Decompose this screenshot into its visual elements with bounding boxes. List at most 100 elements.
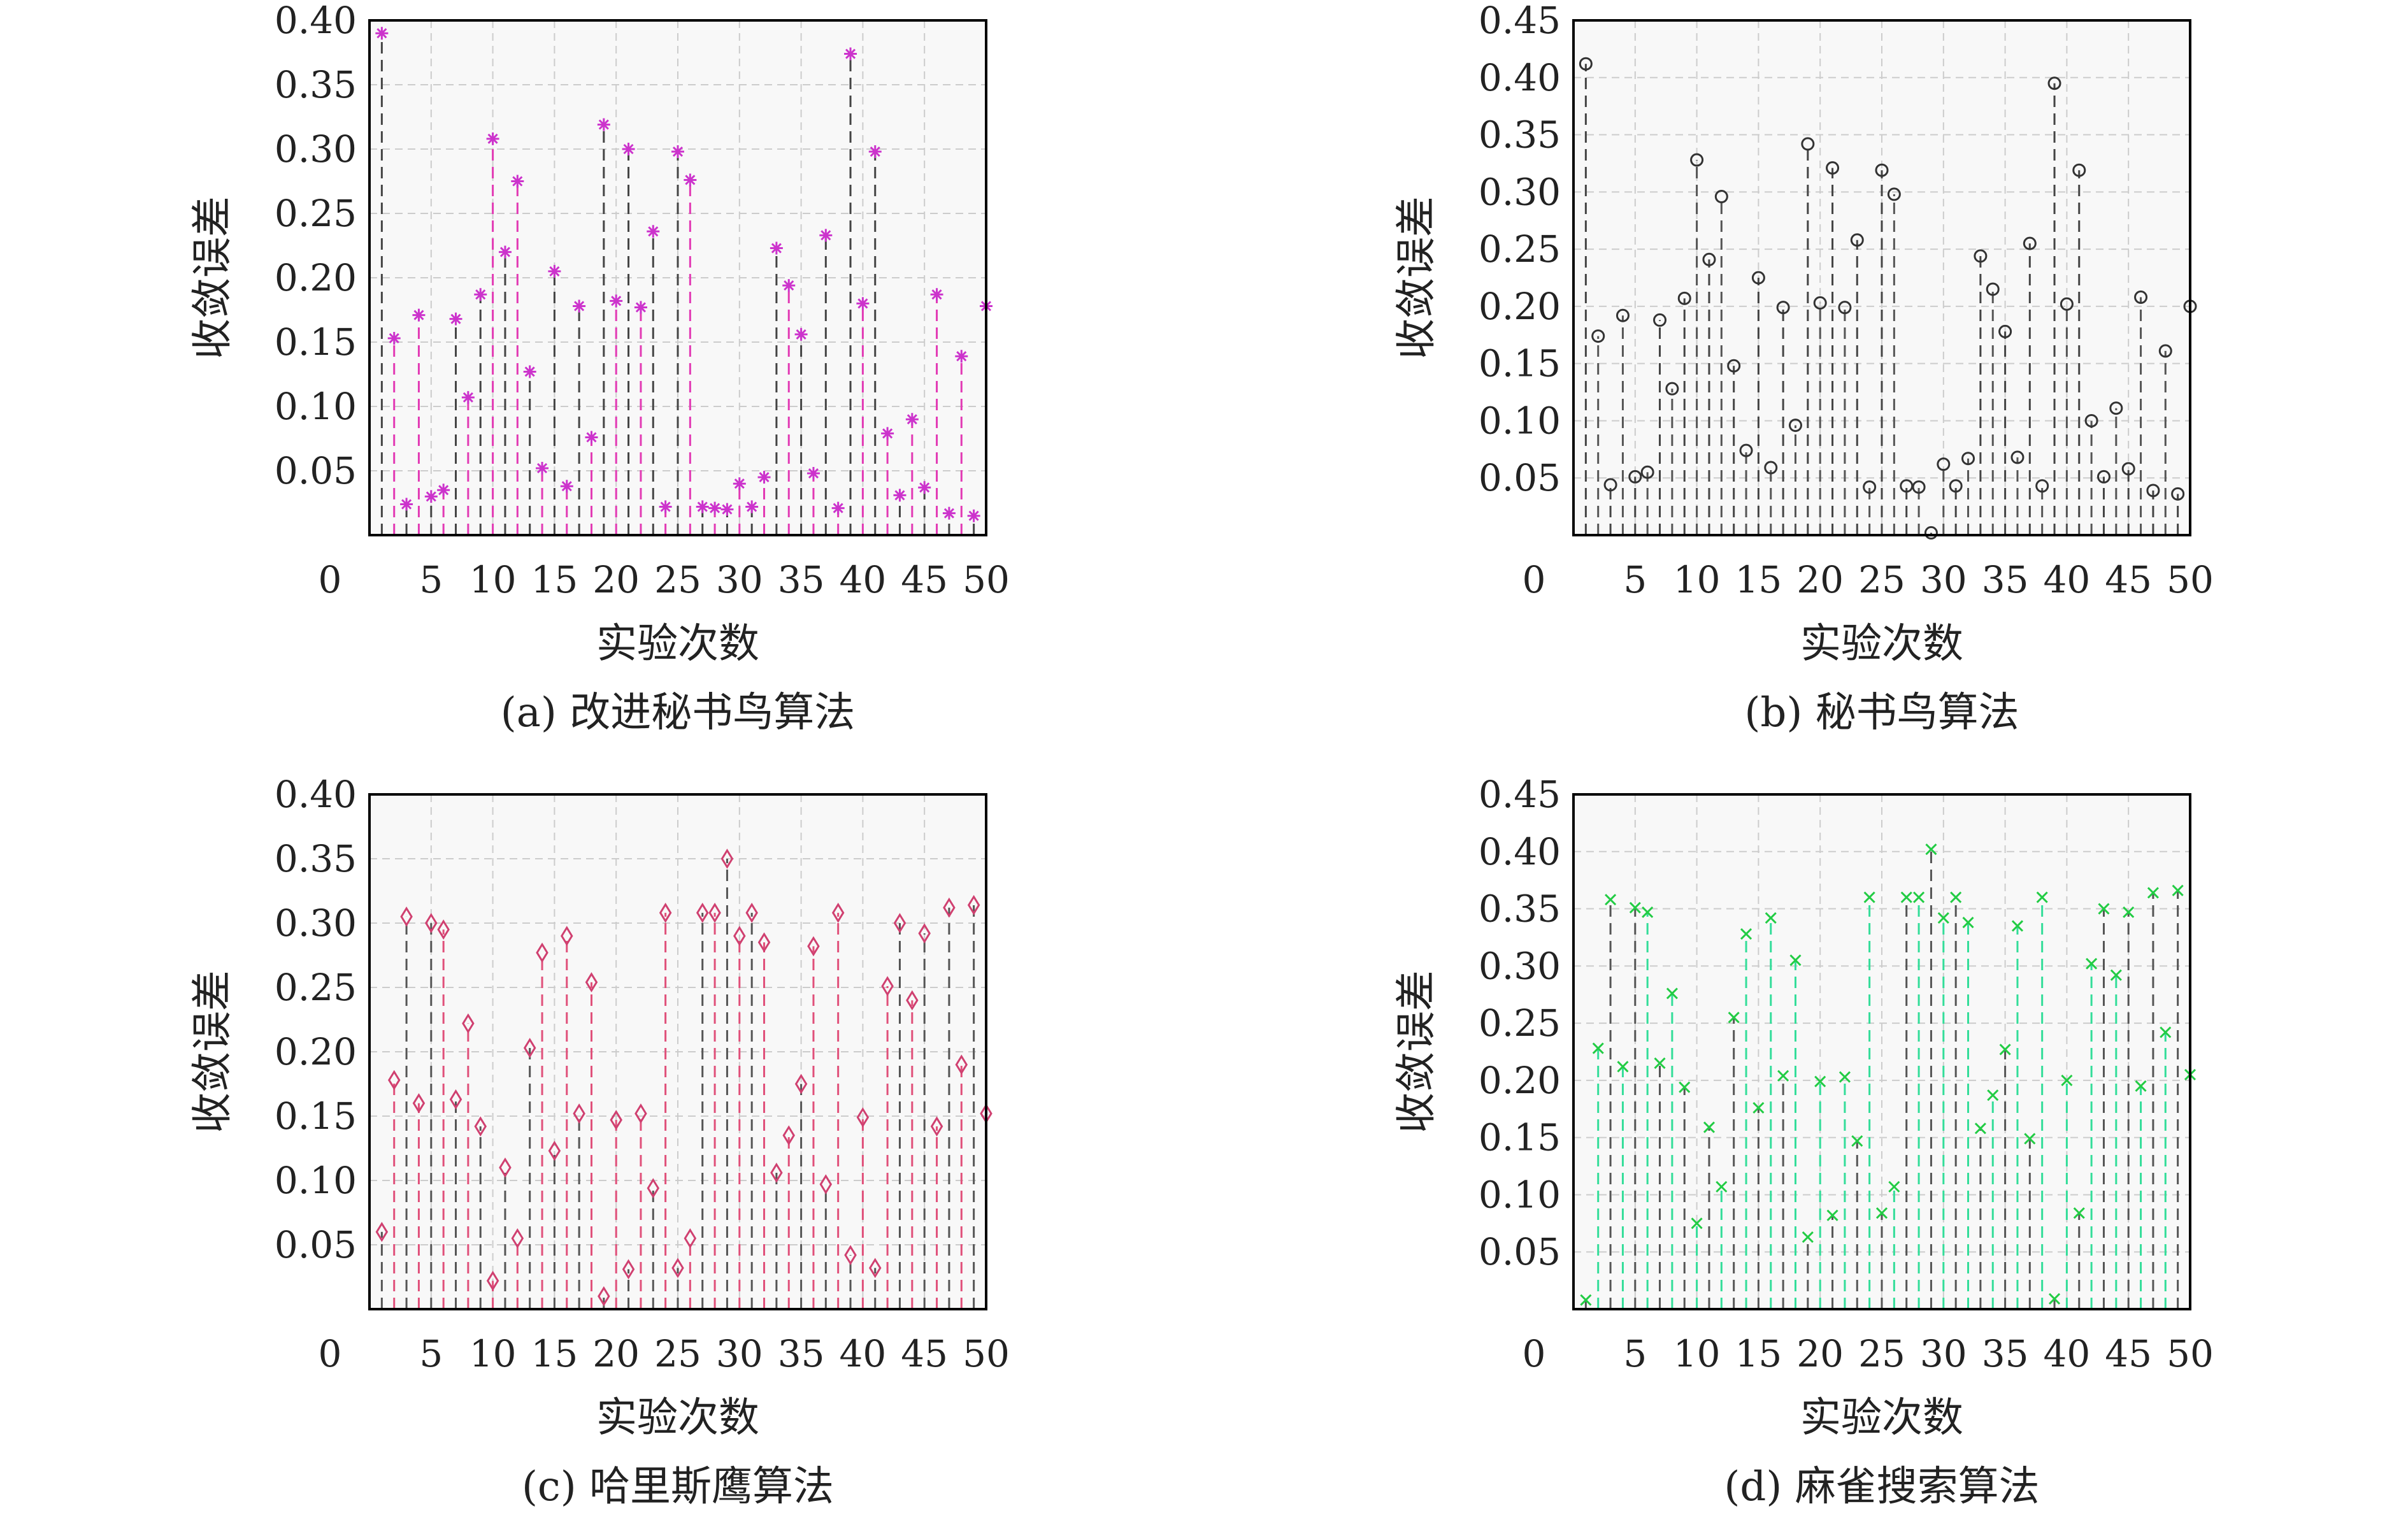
- data-point-marker: [2098, 903, 2110, 915]
- data-point-marker: [881, 427, 894, 440]
- x-axis-label: 实验次数: [596, 1395, 759, 1442]
- data-point-marker: [1838, 1071, 1851, 1083]
- data-point-marker: [955, 350, 968, 363]
- data-point-marker: [1802, 1231, 1814, 1243]
- x-tick-label: 5: [1623, 558, 1647, 601]
- data-point-marker: [807, 936, 820, 957]
- data-point-marker: [1716, 1180, 1728, 1193]
- x-tick-label: 50: [2167, 558, 2214, 601]
- plot-frame: [1572, 19, 2191, 536]
- data-point-marker: [893, 913, 907, 933]
- data-point-marker: [745, 500, 759, 513]
- data-point-marker: [1666, 987, 1678, 1000]
- data-point-marker: [387, 331, 401, 345]
- y-tick-label: 0.05: [1479, 456, 1561, 499]
- data-point-marker: [733, 926, 746, 947]
- data-point-marker: [1728, 1012, 1740, 1024]
- subplot-caption: (a) 改进秘书鸟算法: [501, 689, 855, 736]
- data-point-marker: [2146, 484, 2160, 498]
- y-tick-label: 0.45: [1479, 0, 1561, 42]
- data-point-marker: [1838, 301, 1852, 315]
- data-point-marker: [1850, 233, 1864, 247]
- data-point-marker: [671, 1258, 684, 1279]
- data-point-marker: [412, 308, 426, 322]
- data-point-marker: [918, 481, 931, 494]
- data-point-marker: [1974, 249, 1988, 263]
- data-point-marker: [1640, 465, 1654, 479]
- data-point-marker: [461, 391, 475, 404]
- y-tick-label: 0.10: [1479, 1173, 1561, 1216]
- x-tick-label: 10: [1673, 558, 1721, 601]
- y-tick-label: 0.10: [1479, 399, 1561, 442]
- y-tick-label: 0.35: [1479, 113, 1561, 157]
- data-point-marker: [942, 506, 956, 520]
- x-tick-label: 40: [839, 1332, 886, 1375]
- data-point-marker: [1813, 296, 1827, 310]
- data-point-marker: [868, 145, 882, 159]
- data-point-marker: [2123, 906, 2135, 919]
- data-point-marker: [2035, 479, 2049, 493]
- y-tick-label: 0.45: [1479, 773, 1561, 816]
- data-point-marker: [2160, 1026, 2172, 1038]
- data-point-marker: [1998, 324, 2012, 338]
- x-tick-label: 0: [1523, 1332, 1546, 1375]
- data-point-marker: [2048, 1293, 2061, 1305]
- y-tick-label: 0.05: [1479, 1230, 1561, 1273]
- x-tick-label: 45: [901, 1332, 948, 1375]
- data-point-marker: [573, 1103, 585, 1124]
- data-point-marker: [1950, 891, 1962, 903]
- data-point-marker: [474, 1116, 487, 1137]
- data-point-marker: [856, 297, 870, 310]
- x-tick-label: 15: [531, 1332, 578, 1375]
- data-point-marker: [1962, 917, 1974, 929]
- data-point-marker: [560, 480, 573, 493]
- data-point-marker: [2086, 957, 2098, 970]
- data-point-marker: [757, 471, 771, 484]
- x-tick-label: 30: [1920, 558, 1967, 601]
- data-point-marker: [1949, 479, 1963, 493]
- y-tick-label: 0.35: [275, 837, 357, 880]
- data-point-marker: [905, 413, 919, 426]
- data-point-marker: [647, 225, 660, 238]
- data-point-marker: [659, 500, 672, 513]
- data-point-marker: [918, 923, 931, 944]
- x-tick-label: 20: [1796, 1332, 1844, 1375]
- data-point-marker: [2011, 920, 2024, 932]
- data-point-marker: [696, 902, 709, 923]
- data-point-marker: [536, 942, 548, 963]
- data-point-marker: [437, 919, 450, 940]
- data-point-marker: [511, 175, 524, 188]
- y-tick-label: 0.20: [1479, 285, 1561, 328]
- data-point-marker: [1924, 526, 1938, 540]
- data-point-marker: [1912, 480, 1926, 494]
- data-point-marker: [634, 1103, 647, 1124]
- data-point-marker: [1679, 1081, 1691, 1093]
- y-tick-label: 0.30: [275, 127, 357, 171]
- x-tick-label: 35: [1982, 1332, 2029, 1375]
- data-point-marker: [708, 902, 721, 923]
- x-tick-label: 40: [2043, 558, 2090, 601]
- data-point-marker: [2096, 470, 2111, 484]
- data-point-marker: [449, 312, 462, 326]
- data-point-marker: [375, 27, 389, 40]
- data-point-marker: [1999, 1043, 2011, 1056]
- data-point-marker: [412, 1093, 426, 1114]
- x-tick-label: 40: [839, 558, 886, 601]
- data-point-marker: [1937, 912, 1949, 924]
- data-point-marker: [794, 327, 808, 341]
- data-point-marker: [610, 294, 623, 308]
- data-point-marker: [1592, 1042, 1604, 1054]
- y-tick-label: 0.35: [275, 63, 357, 106]
- data-point-marker: [2073, 1207, 2085, 1219]
- x-tick-label: 50: [963, 1332, 1010, 1375]
- data-point-marker: [708, 501, 722, 515]
- x-tick-label: 5: [1623, 1332, 1647, 1375]
- data-point-marker: [1863, 891, 1875, 903]
- y-tick-label: 0.20: [1479, 1059, 1561, 1102]
- data-point-marker: [1900, 479, 1914, 493]
- data-point-marker: [1777, 1070, 1789, 1082]
- data-point-marker: [1714, 190, 1728, 204]
- plot-frame: [368, 19, 987, 536]
- data-point-marker: [1789, 954, 1802, 966]
- x-tick-label: 0: [1523, 558, 1546, 601]
